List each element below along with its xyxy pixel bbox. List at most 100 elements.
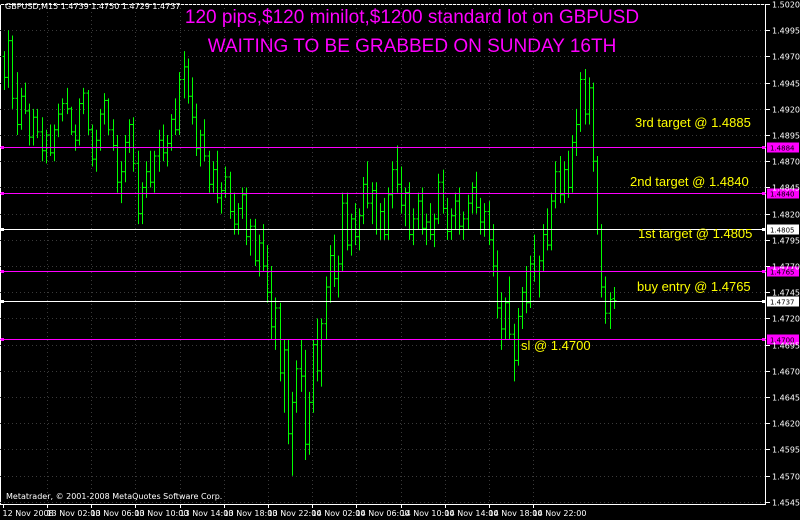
level-anchor-left bbox=[1, 192, 4, 195]
ohlc-bar bbox=[449, 208, 454, 240]
ohlc-bar bbox=[290, 391, 295, 476]
level-price-label: 1.4700 bbox=[770, 337, 795, 345]
symbol-header: GBPUSD,M15 1.4739 1.4750 1.4729 1.4737 bbox=[5, 2, 180, 11]
level-price-box bbox=[767, 296, 799, 307]
level-price-label: 1.4737 bbox=[770, 299, 795, 307]
ohlc-bar bbox=[453, 192, 458, 230]
x-tick-label: 13 Nov 22:00 bbox=[268, 509, 322, 518]
y-tick-label: 1.4545 bbox=[772, 499, 800, 508]
ohlc-bar bbox=[587, 77, 592, 125]
ohlc-bar bbox=[152, 150, 157, 193]
ohlc-bar bbox=[495, 250, 500, 319]
y-tick-label: 1.4970 bbox=[772, 53, 800, 62]
ohlc-bar bbox=[65, 87, 70, 115]
level-anchor-left bbox=[1, 228, 4, 231]
ohlc-bar bbox=[269, 266, 274, 340]
ohlc-bar bbox=[48, 124, 53, 156]
ohlc-bar bbox=[520, 287, 525, 329]
chart-title: 120 pips,$120 minilot,$1200 standard lot… bbox=[185, 7, 639, 28]
ohlc-bar bbox=[144, 161, 149, 198]
ohlc-bar bbox=[253, 218, 258, 267]
ohlc-bar bbox=[282, 339, 287, 413]
ohlc-bar bbox=[328, 245, 333, 303]
ohlc-bar bbox=[98, 108, 103, 151]
level-anchor-left bbox=[1, 338, 4, 341]
buy-entry-label: buy entry @ 1.4765 bbox=[637, 279, 751, 294]
ohlc-bar bbox=[273, 297, 278, 350]
ohlc-bar bbox=[27, 103, 32, 146]
level-price-box bbox=[767, 224, 799, 235]
ohlc-bar bbox=[157, 129, 162, 172]
y-tick-label: 1.4620 bbox=[772, 420, 800, 429]
ohlc-bar bbox=[60, 98, 65, 122]
ohlc-bar bbox=[474, 171, 479, 214]
y-tick-label: 1.4570 bbox=[772, 473, 800, 482]
level-anchor-right bbox=[762, 228, 765, 231]
x-tick-label: 13 Nov 18:00 bbox=[224, 509, 278, 518]
ohlc-bar bbox=[123, 135, 128, 183]
x-tick-label: 13 Nov 10:00 bbox=[135, 509, 189, 518]
copyright-text: Metatrader, © 2001-2008 MetaQuotes Softw… bbox=[6, 492, 222, 501]
ohlc-bar bbox=[136, 150, 141, 225]
ohlc-bar bbox=[466, 194, 471, 230]
ohlc-bar bbox=[436, 173, 441, 225]
stop-loss-label: sl @ 1.4700 bbox=[521, 338, 591, 353]
ohlc-bar bbox=[574, 108, 579, 156]
ohlc-bar bbox=[228, 171, 233, 219]
level-anchor-right bbox=[762, 300, 765, 303]
y-tick-label: 1.4795 bbox=[772, 237, 800, 246]
ohlc-bar bbox=[349, 213, 354, 256]
ohlc-bar bbox=[202, 119, 207, 162]
ohlc-bar bbox=[15, 72, 20, 136]
ohlc-bar bbox=[173, 98, 178, 136]
ohlc-bar bbox=[591, 82, 596, 172]
ohlc-bar bbox=[416, 192, 421, 230]
y-tick-label: 1.4695 bbox=[772, 342, 800, 351]
ohlc-bar bbox=[73, 124, 78, 151]
ohlc-bar bbox=[461, 211, 466, 240]
ohlc-bar bbox=[240, 187, 245, 219]
ohlc-bar bbox=[612, 287, 617, 310]
ohlc-bar bbox=[111, 119, 116, 151]
y-tick-label: 1.4670 bbox=[772, 368, 800, 377]
ohlc-bar bbox=[319, 318, 324, 387]
x-tick-label: 13 Nov 02:00 bbox=[47, 509, 101, 518]
ohlc-bar bbox=[23, 82, 28, 115]
ohlc-bar bbox=[457, 187, 462, 235]
level-anchor-left bbox=[1, 300, 4, 303]
ohlc-bar bbox=[190, 77, 195, 125]
ohlc-bar bbox=[211, 161, 216, 193]
y-tick-label: 1.4845 bbox=[772, 184, 800, 193]
ohlc-bar bbox=[165, 135, 170, 167]
ohlc-bar bbox=[340, 192, 345, 272]
ohlc-bar bbox=[186, 58, 191, 104]
y-tick-label: 1.4995 bbox=[772, 27, 800, 36]
ohlc-bar bbox=[294, 360, 299, 413]
level-price-label: 1.4765 bbox=[770, 269, 795, 277]
ohlc-bar bbox=[528, 255, 533, 308]
ohlc-bar bbox=[541, 224, 546, 272]
ohlc-bar bbox=[558, 155, 563, 204]
level-anchor-right bbox=[762, 146, 765, 149]
ohlc-bar bbox=[286, 339, 291, 445]
ohlc-bar bbox=[94, 129, 99, 172]
price-axis: 1.5020 1.4995 1.4970 1.4945 1.4920 1.4895 1.48… bbox=[766, 1, 800, 508]
ohlc-bar bbox=[10, 35, 15, 109]
ohlc-bar bbox=[307, 391, 312, 455]
ohlc-bar bbox=[207, 150, 212, 193]
third-target-label: 3rd target @ 1.4885 bbox=[635, 115, 751, 130]
x-tick-label: 14 Nov 22:00 bbox=[533, 509, 587, 518]
level-price-box bbox=[767, 334, 799, 345]
ohlc-bar bbox=[524, 266, 529, 314]
ohlc-bar bbox=[399, 166, 404, 214]
x-tick-label: 14 Nov 10:00 bbox=[401, 509, 455, 518]
ohlc-bar bbox=[491, 224, 496, 277]
ohlc-bar bbox=[503, 297, 508, 340]
y-tick-label: 1.4870 bbox=[772, 158, 800, 167]
ohlc-bar bbox=[90, 124, 95, 167]
y-tick-label: 1.4595 bbox=[772, 446, 800, 455]
ohlc-bar bbox=[311, 339, 316, 413]
ohlc-bar bbox=[265, 245, 270, 303]
